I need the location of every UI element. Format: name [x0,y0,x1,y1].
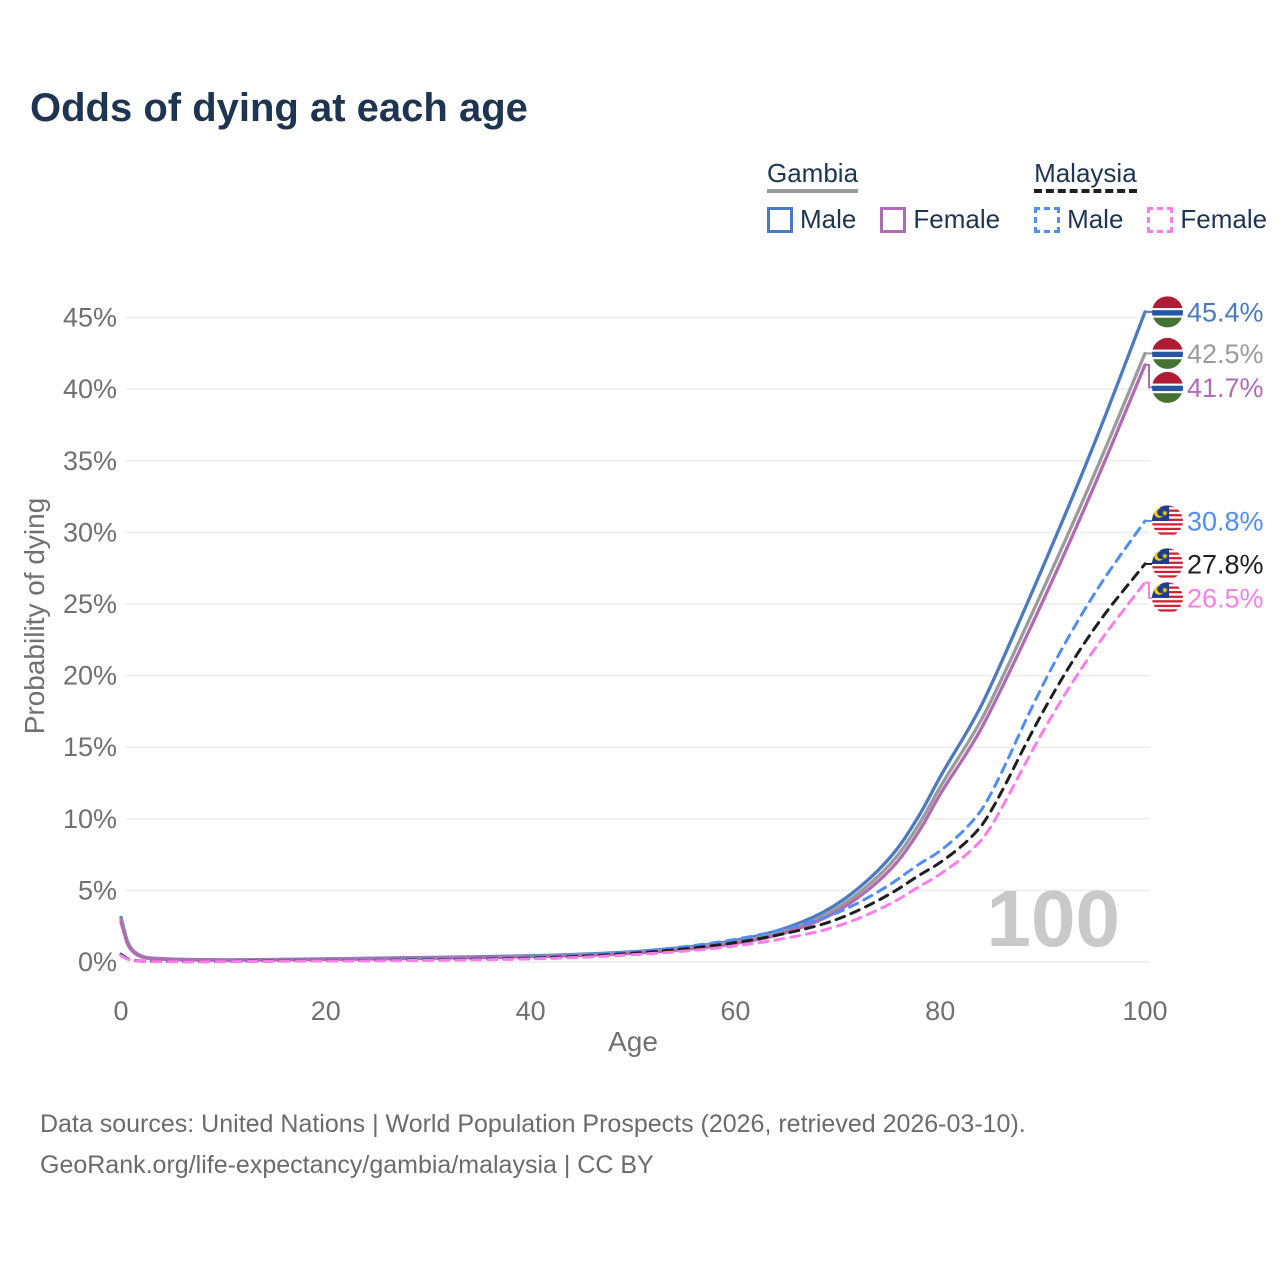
y-tick-label: 20% [63,661,117,691]
legend-country-malaysia[interactable]: Malaysia [1034,159,1137,194]
x-tick-label: 0 [113,996,128,1026]
gambia-flag-icon [1152,296,1183,328]
y-axis-title: Probability of dying [19,498,50,735]
footer: Data sources: United Nations | World Pop… [40,1104,1026,1186]
gambia-flag-icon [1152,337,1183,369]
legend-item-malaysia-female[interactable]: Female [1147,204,1267,235]
x-tick-label: 100 [1122,996,1167,1026]
age-watermark: 100 [987,874,1120,963]
y-tick-label: 5% [78,875,117,905]
legend-item-label: Female [913,204,1001,235]
footer-data-sources: Data sources: United Nations | World Pop… [40,1110,1026,1138]
x-axis-title: Age [608,1026,658,1057]
y-tick-label: 0% [78,947,117,977]
y-tick-label: 40% [63,374,117,404]
y-tick-label: 30% [63,517,117,547]
footer-attribution: GeoRank.org/life-expectancy/gambia/malay… [40,1151,654,1179]
legend-item-label: Male [1067,204,1124,235]
y-tick-label: 45% [63,303,117,333]
y-tick-label: 25% [63,589,117,619]
end-label-malaysia-female: 26.5% [1187,583,1264,613]
x-tick-label: 40 [516,996,546,1026]
end-label-gambia-female: 41.7% [1187,373,1264,403]
label-leader [1145,363,1152,389]
series-line-gambia-male [119,310,1147,962]
end-label-gambia-male: 45.4% [1187,297,1264,327]
end-label-malaysia-both-sexes: 27.8% [1187,549,1264,579]
legend: Gambia Male Female Malaysia Male [767,159,1267,235]
malaysia-female-swatch-icon [1147,206,1174,233]
legend-items-gambia: Male Female [767,204,1000,235]
x-tick-label: 60 [720,996,750,1026]
series-line-gambia-female [119,363,1147,962]
malaysia-flag-icon [1152,582,1183,614]
label-leader [1145,581,1152,599]
gambia-flag-icon [1152,371,1183,403]
x-tick-label: 20 [311,996,341,1026]
y-tick-label: 10% [63,804,117,834]
legend-items-malaysia: Male Female [1034,204,1267,235]
x-tick-label: 80 [925,996,955,1026]
series-line-malaysia-female [119,581,1147,964]
malaysia-male-swatch-icon [1034,206,1061,233]
legend-item-label: Female [1180,204,1268,235]
legend-group-gambia: Gambia Male Female [767,159,1000,235]
legend-group-malaysia: Malaysia Male Female [1034,159,1267,235]
legend-item-gambia-male[interactable]: Male [767,204,856,235]
chart-title: Odds of dying at each age [30,86,528,130]
y-tick-label: 35% [63,446,117,476]
gambia-female-swatch-icon [880,206,907,233]
series-line-gambia-both-sexes [119,351,1147,962]
malaysia-flag-icon [1152,505,1183,537]
gambia-male-swatch-icon [767,206,793,233]
legend-item-gambia-female[interactable]: Female [880,204,1000,235]
malaysia-flag-icon [1152,548,1183,580]
end-label-gambia-both-sexes: 42.5% [1187,339,1264,369]
end-label-malaysia-male: 30.8% [1187,506,1264,536]
y-tick-label: 15% [63,732,117,762]
legend-country-gambia[interactable]: Gambia [767,159,859,194]
legend-item-label: Male [800,204,857,235]
legend-item-malaysia-male[interactable]: Male [1034,204,1123,235]
